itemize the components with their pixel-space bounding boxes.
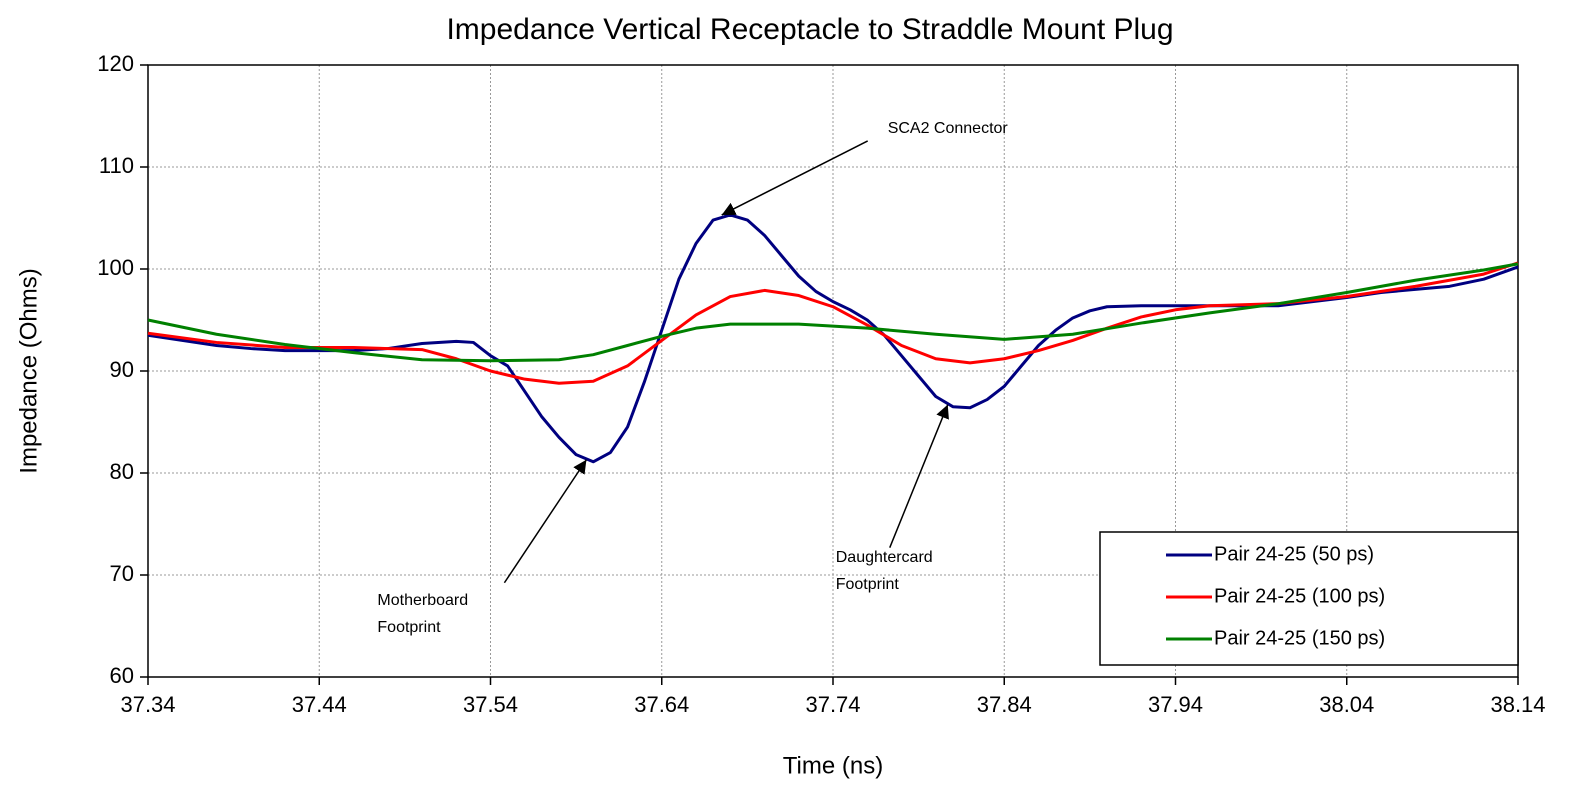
x-tick-label: 37.44 [292, 692, 347, 717]
annotation-arrow [889, 404, 949, 548]
annotation-text: SCA2 Connector [888, 120, 1009, 137]
x-tick-label: 37.64 [634, 692, 689, 717]
x-tick-label: 37.54 [463, 692, 518, 717]
y-tick-label: 70 [110, 561, 134, 586]
y-tick-label: 90 [110, 357, 134, 382]
y-tick-label: 120 [97, 51, 134, 76]
data-line [147, 213, 1519, 464]
annotation-arrow [503, 459, 588, 584]
legend: Pair 24-25 (50 ps) Pair 24-25 (100 ps) Pai… [1099, 531, 1519, 666]
x-tick-label: 37.84 [977, 692, 1032, 717]
y-tick-label: 110 [99, 153, 134, 178]
x-tick-label: 38.14 [1490, 692, 1545, 717]
y-tick-label: 80 [110, 459, 134, 484]
legend-label: Pair 24-25 (50 ps) [1214, 543, 1374, 565]
annotation-text: Footprint [836, 576, 900, 593]
data-line [147, 261, 1519, 385]
annotation-arrow [721, 140, 869, 216]
annotation-text: Footprint [377, 619, 441, 636]
x-tick-label: 37.34 [120, 692, 175, 717]
data-line [147, 262, 1519, 363]
legend-label: Pair 24-25 (150 ps) [1214, 627, 1385, 649]
y-tick-label: 100 [97, 255, 134, 280]
x-axis-label: Time (ns) [783, 752, 883, 779]
annotation-text: Motherboard [377, 592, 468, 609]
plot-frame [147, 64, 1519, 678]
x-tick-label: 38.04 [1319, 692, 1374, 717]
chart-title: Impedance Vertical Receptacle to Straddl… [446, 13, 1173, 46]
legend-label: Pair 24-25 (100 ps) [1214, 585, 1385, 607]
x-tick-label: 37.94 [1148, 692, 1203, 717]
y-axis-label: Impedance (Ohms) [15, 268, 42, 473]
x-tick-label: 37.74 [805, 692, 860, 717]
y-tick-label: 60 [110, 663, 134, 688]
annotation-text: Daughtercard [836, 549, 933, 566]
